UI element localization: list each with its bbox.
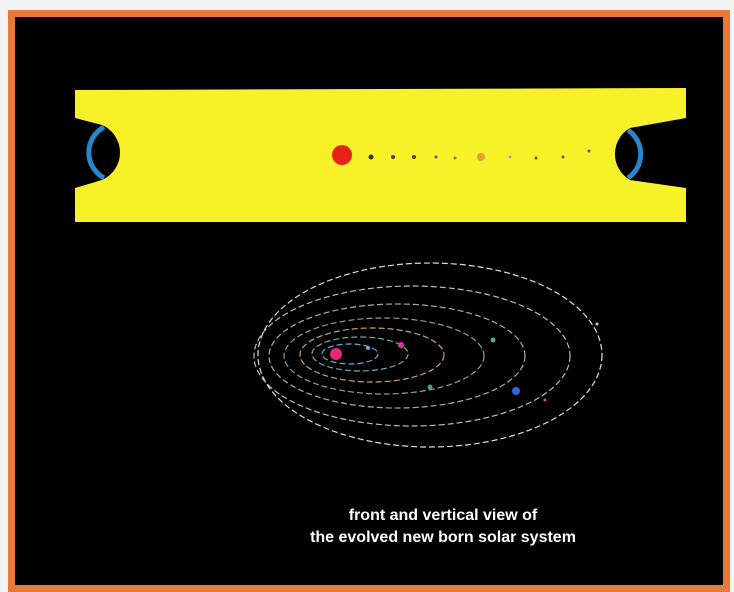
planet: [508, 155, 512, 159]
right-edge: [626, 127, 644, 181]
planet: [398, 342, 404, 348]
planet: [366, 346, 370, 350]
planet: [595, 322, 599, 326]
sun-top: [330, 348, 342, 360]
planet: [427, 384, 433, 390]
planet: [391, 155, 395, 159]
planet: [490, 337, 496, 343]
planet: [368, 154, 374, 160]
orbit: [283, 317, 485, 395]
planet: [512, 387, 520, 395]
planet: [543, 398, 547, 402]
orbit: [311, 336, 409, 372]
left-edge: [86, 124, 106, 181]
planet: [587, 149, 591, 153]
planet: [434, 155, 438, 159]
planet: [453, 156, 457, 160]
orbit: [321, 343, 379, 365]
caption-line: the evolved new born solar system: [310, 529, 576, 546]
front-view-band: [75, 88, 686, 222]
orbits: [253, 262, 603, 448]
orbit: [257, 262, 603, 448]
orbit: [253, 285, 571, 427]
planets-front: [368, 149, 591, 161]
planet: [561, 155, 565, 159]
sun-front: [332, 145, 352, 165]
orbit: [299, 327, 445, 383]
orbit: [268, 303, 526, 409]
planet: [534, 156, 538, 160]
caption-line: front and vertical view of: [349, 507, 538, 524]
planet: [477, 153, 485, 161]
planet: [412, 155, 416, 159]
